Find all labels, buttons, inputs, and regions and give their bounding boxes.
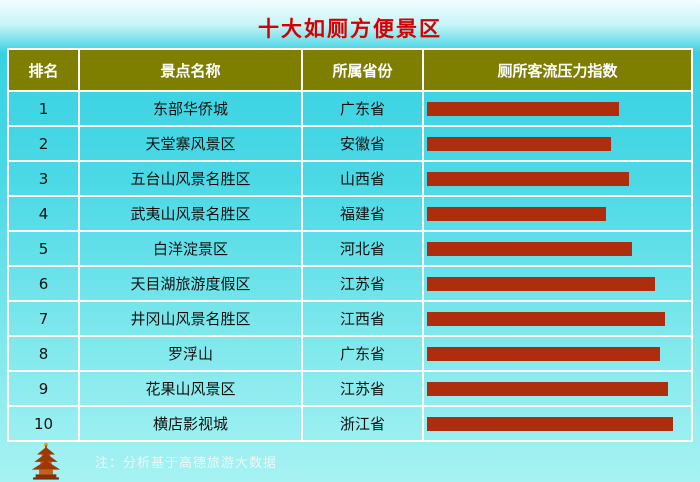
header-name: 景点名称 xyxy=(80,50,303,90)
pressure-bar xyxy=(427,206,606,221)
province-cell: 河北省 xyxy=(303,232,424,265)
bar-cell xyxy=(424,232,691,265)
table-row: 2 天堂寨风景区 安徽省 xyxy=(9,127,691,162)
rank-cell: 3 xyxy=(9,162,80,195)
pressure-bar xyxy=(427,101,619,116)
rank-cell: 5 xyxy=(9,232,80,265)
name-cell: 五台山风景名胜区 xyxy=(80,162,303,195)
rank-cell: 7 xyxy=(9,302,80,335)
bar-cell xyxy=(424,267,691,300)
table-row: 5 白洋淀景区 河北省 xyxy=(9,232,691,267)
name-cell: 罗浮山 xyxy=(80,337,303,370)
name-cell: 天堂寨风景区 xyxy=(80,127,303,160)
province-cell: 江苏省 xyxy=(303,372,424,405)
bar-cell xyxy=(424,302,691,335)
province-cell: 山西省 xyxy=(303,162,424,195)
province-cell: 广东省 xyxy=(303,92,424,125)
rank-cell: 2 xyxy=(9,127,80,160)
pressure-bar xyxy=(427,276,655,291)
page-title: 十大如厕方便景区 xyxy=(258,17,442,41)
name-cell: 天目湖旅游度假区 xyxy=(80,267,303,300)
table-row: 10 横店影视城 浙江省 xyxy=(9,407,691,442)
pressure-bar xyxy=(427,241,632,256)
pagoda-icon xyxy=(31,442,61,480)
rank-cell: 9 xyxy=(9,372,80,405)
header-province: 所属省份 xyxy=(303,50,424,90)
pressure-bar xyxy=(427,171,630,186)
rank-cell: 1 xyxy=(9,92,80,125)
province-cell: 安徽省 xyxy=(303,127,424,160)
rank-cell: 4 xyxy=(9,197,80,230)
bar-cell xyxy=(424,407,691,440)
rank-cell: 8 xyxy=(9,337,80,370)
province-cell: 浙江省 xyxy=(303,407,424,440)
province-cell: 江苏省 xyxy=(303,267,424,300)
table-row: 7 井冈山风景名胜区 江西省 xyxy=(9,302,691,337)
name-cell: 花果山风景区 xyxy=(80,372,303,405)
rank-cell: 10 xyxy=(9,407,80,440)
table-row: 3 五台山风景名胜区 山西省 xyxy=(9,162,691,197)
header-pressure-index: 厕所客流压力指数 xyxy=(424,50,691,90)
bar-cell xyxy=(424,197,691,230)
pressure-bar xyxy=(427,416,674,431)
pressure-bar xyxy=(427,311,666,326)
bar-cell xyxy=(424,372,691,405)
table-row: 1 东部华侨城 广东省 xyxy=(9,92,691,127)
name-cell: 东部华侨城 xyxy=(80,92,303,125)
header-rank: 排名 xyxy=(9,50,80,90)
province-cell: 福建省 xyxy=(303,197,424,230)
name-cell: 横店影视城 xyxy=(80,407,303,440)
name-cell: 武夷山风景名胜区 xyxy=(80,197,303,230)
name-cell: 井冈山风景名胜区 xyxy=(80,302,303,335)
rank-cell: 6 xyxy=(9,267,80,300)
bar-cell xyxy=(424,92,691,125)
pressure-bar xyxy=(427,346,661,361)
table-row: 8 罗浮山 广东省 xyxy=(9,337,691,372)
bar-cell xyxy=(424,127,691,160)
table-header-row: 排名 景点名称 所属省份 厕所客流压力指数 xyxy=(9,50,691,92)
table-row: 6 天目湖旅游度假区 江苏省 xyxy=(9,267,691,302)
bar-cell xyxy=(424,337,691,370)
bar-cell xyxy=(424,162,691,195)
ranking-table: 排名 景点名称 所属省份 厕所客流压力指数 1 东部华侨城 广东省 2 天堂寨风… xyxy=(7,48,693,442)
pressure-bar xyxy=(427,381,668,396)
name-cell: 白洋淀景区 xyxy=(80,232,303,265)
table-row: 9 花果山风景区 江苏省 xyxy=(9,372,691,407)
table-row: 4 武夷山风景名胜区 福建省 xyxy=(9,197,691,232)
province-cell: 江西省 xyxy=(303,302,424,335)
province-cell: 广东省 xyxy=(303,337,424,370)
footnote: 注：分析基于高德旅游大数据 xyxy=(95,455,278,471)
pressure-bar xyxy=(427,136,611,151)
footer: 注：分析基于高德旅游大数据 xyxy=(0,440,700,482)
